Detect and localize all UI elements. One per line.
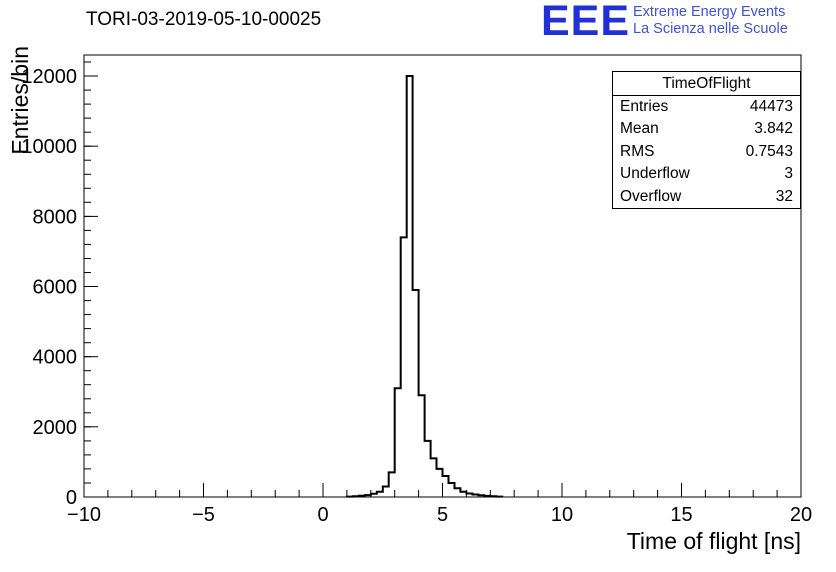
eee-logo-line2: La Scienza nelle Scuole xyxy=(633,21,788,37)
plot-title: TORI-03-2019-05-10-00025 xyxy=(86,9,322,30)
y-tick-label: 4000 xyxy=(33,347,78,369)
stats-row-overflow: Overflow 32 xyxy=(613,186,800,208)
eee-logo: EEE xyxy=(541,0,631,45)
stats-label: Overflow xyxy=(620,187,682,205)
x-tick-label: −10 xyxy=(67,504,101,526)
stats-label: RMS xyxy=(620,142,655,160)
x-tick-label: 20 xyxy=(790,504,812,526)
stats-title: TimeOfFlight xyxy=(613,72,800,96)
y-tick-label: 0 xyxy=(66,487,77,509)
x-tick-label: 10 xyxy=(551,504,573,526)
eee-logo-line1: Extreme Energy Events xyxy=(633,4,786,20)
stats-value: 32 xyxy=(775,187,793,205)
eee-logo-text: Extreme Energy Events La Scienza nelle S… xyxy=(633,4,788,38)
y-tick-label: 2000 xyxy=(33,417,78,439)
y-tick-label: 6000 xyxy=(33,277,78,299)
stats-row-entries: Entries 44473 xyxy=(613,96,800,118)
stats-row-mean: Mean 3.842 xyxy=(613,118,800,140)
y-tick-label: 8000 xyxy=(33,206,78,228)
stats-label: Underflow xyxy=(620,165,690,183)
x-tick-label: 5 xyxy=(437,504,448,526)
y-tick-label: 12000 xyxy=(21,66,77,88)
stats-value: 0.7543 xyxy=(745,142,793,160)
x-tick-label: 15 xyxy=(670,504,692,526)
stats-row-underflow: Underflow 3 xyxy=(613,163,800,185)
y-tick-label: 10000 xyxy=(21,136,77,158)
x-axis-title: Time of flight [ns] xyxy=(627,528,801,554)
stats-value: 3 xyxy=(784,165,793,183)
x-tick-label: 0 xyxy=(317,504,328,526)
histogram-line xyxy=(345,75,504,498)
stats-value: 3.842 xyxy=(754,120,793,138)
stats-row-rms: RMS 0.7543 xyxy=(613,141,800,163)
y-axis-title: Entries/bin xyxy=(7,46,33,155)
stats-value: 44473 xyxy=(749,98,793,115)
x-tick-label: −5 xyxy=(192,504,215,526)
stats-box: TimeOfFlight Entries 44473 Mean 3.842 RM… xyxy=(612,71,801,210)
stats-label: Entries xyxy=(620,98,669,115)
stats-label: Mean xyxy=(620,120,659,138)
